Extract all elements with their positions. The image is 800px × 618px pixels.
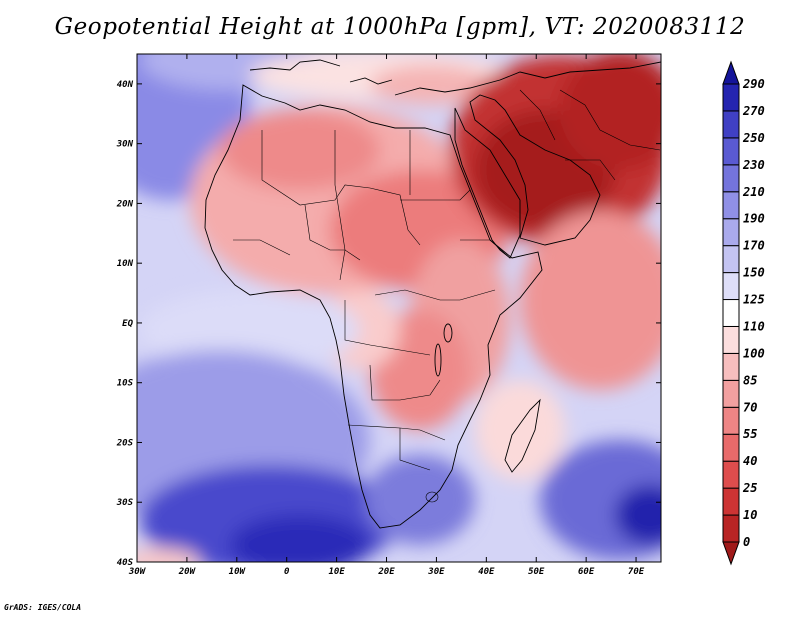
colorbar-swatch — [722, 379, 740, 408]
lon-tick-label: 40E — [478, 567, 495, 577]
colorbar-label: 0 — [743, 535, 750, 549]
lon-tick-label: 70E — [628, 567, 645, 577]
lat-axis: 40N 30N 20N 10N EQ 10S 20S 30S 40S — [116, 80, 661, 568]
height-field — [137, 54, 661, 562]
lon-tick-label: 10E — [328, 567, 345, 577]
colorbar-bottom-arrow — [722, 541, 740, 566]
colorbar-label: 25 — [742, 481, 757, 495]
lon-tick-label: 60E — [578, 567, 595, 577]
lon-tick-label: 30E — [427, 567, 445, 577]
lon-tick-label: 20W — [178, 567, 197, 577]
chart-title: Geopotential Height at 1000hPa [gpm], VT… — [54, 14, 746, 40]
lat-tick-label: 10N — [117, 259, 134, 269]
colorbar: 0 10 25 40 55 70 85 100 110 125 150 170 190 210 230 250… — [722, 60, 765, 566]
colorbar-swatch — [722, 164, 740, 193]
colorbar-label: 125 — [743, 293, 765, 307]
lon-axis: 30W 20W 10W 0 10E 20E 30E 40E 50E 60E 70E — [128, 54, 645, 577]
colorbar-swatch — [722, 191, 740, 220]
colorbar-swatch — [722, 137, 740, 166]
colorbar-swatch — [722, 110, 740, 139]
colorbar-swatch — [722, 406, 740, 435]
lat-tick-label: 30S — [116, 498, 134, 508]
colorbar-label: 70 — [743, 400, 757, 414]
lon-tick-label: 20E — [377, 567, 395, 577]
colorbar-swatch — [722, 325, 740, 354]
colorbar-label: 210 — [742, 185, 765, 199]
colorbar-top-arrow — [722, 60, 740, 85]
colorbar-label: 150 — [743, 266, 765, 280]
colorbar-swatch — [722, 352, 740, 381]
lat-tick-label: 40S — [117, 558, 134, 568]
lon-tick-label: 10W — [229, 567, 247, 577]
colorbar-swatch — [722, 218, 740, 247]
colorbar-label: 85 — [743, 373, 757, 387]
lat-tick-label: 10S — [117, 379, 134, 389]
colorbar-label: 170 — [743, 239, 765, 253]
colorbar-swatch — [722, 272, 740, 301]
colorbar-swatch — [722, 83, 740, 112]
colorbar-swatch — [722, 487, 740, 516]
colorbar-label: 40 — [743, 454, 757, 468]
lat-tick-label: 30N — [116, 140, 134, 150]
lon-tick-label: 30W — [128, 567, 147, 577]
colorbar-label: 55 — [743, 427, 757, 441]
country-borders — [233, 89, 661, 503]
colorbar-label: 230 — [742, 158, 765, 172]
colorbar-swatch — [722, 514, 740, 543]
colorbar-label: 190 — [743, 212, 765, 226]
colorbar-label: 290 — [742, 77, 765, 91]
lat-tick-label: 40N — [117, 80, 134, 90]
lat-tick-label: 20N — [116, 199, 134, 209]
colorbar-label: 270 — [742, 104, 765, 118]
map-frame — [136, 53, 662, 563]
colorbar-label: 100 — [743, 346, 765, 360]
lon-tick-label: 50E — [528, 567, 545, 577]
lat-tick-label: EQ — [122, 319, 133, 329]
credit-text: GrADS: IGES/COLA — [4, 603, 82, 612]
coastlines — [204, 59, 661, 529]
colorbar-swatch — [722, 245, 740, 274]
lat-tick-label: 20S — [116, 438, 134, 448]
lon-tick-label: 0 — [284, 567, 290, 577]
colorbar-swatch — [722, 460, 740, 489]
colorbar-label: 250 — [742, 131, 765, 145]
colorbar-label: 10 — [743, 508, 757, 522]
colorbar-label: 110 — [743, 319, 765, 333]
colorbar-swatch — [722, 433, 740, 462]
colorbar-swatch — [722, 299, 740, 327]
